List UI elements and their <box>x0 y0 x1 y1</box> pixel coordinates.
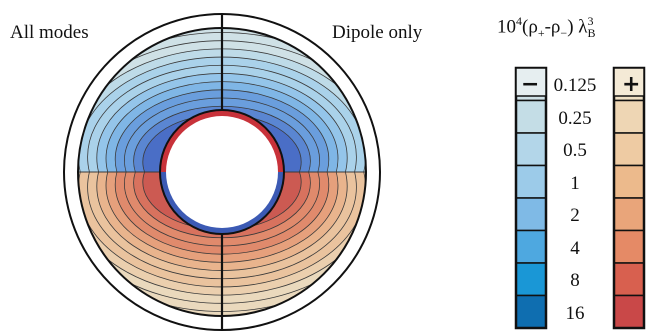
colorbar-tick-6: 8 <box>548 271 602 291</box>
colorbar-tick-3: 1 <box>548 173 602 194</box>
colorbar-tick-7: 16 <box>548 303 602 324</box>
colorbar-title-dash: -ρ <box>544 16 561 38</box>
colorbar-negative-sign: − <box>521 72 540 97</box>
colorbar-positive-sign: + <box>622 72 641 97</box>
colorbar-tick-5: 4 <box>548 238 602 259</box>
colorbar-tick-4: 2 <box>548 206 602 226</box>
inner-hole <box>159 109 285 235</box>
colorbar-tick-1: 0.25 <box>548 108 602 129</box>
colorbar-tick-0: 0.125 <box>548 76 602 96</box>
colorbar-title-lambda-sub: B <box>587 26 596 41</box>
colorbar-title-close: ) λ <box>567 16 588 38</box>
colorbar-title-minus: − <box>560 26 568 41</box>
colorbar-title-exp: 4 <box>516 14 522 28</box>
label-all-modes: All modes <box>10 22 89 43</box>
colorbar-title-lambda-exp: 3 <box>587 14 594 28</box>
colorbar-tick-2: 0.5 <box>548 141 602 161</box>
colorbar-title: 104(ρ+-ρ−) λ3B <box>497 14 596 41</box>
inner-border <box>159 109 285 235</box>
colorbar-title-mid: (ρ <box>522 16 538 38</box>
colorbar-title-plus: + <box>537 26 545 41</box>
label-dipole-only: Dipole only <box>332 22 423 43</box>
colorbar-title-base: 10 <box>497 16 516 38</box>
inner-white-hole <box>166 116 278 228</box>
